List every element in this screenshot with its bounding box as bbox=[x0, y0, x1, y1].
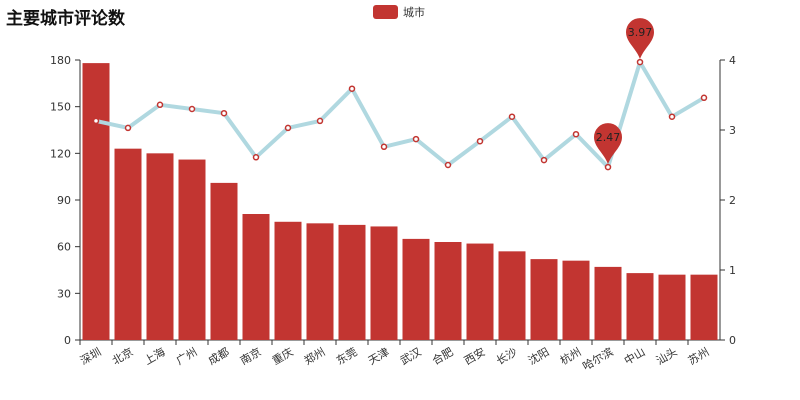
legend-label: 城市 bbox=[403, 5, 425, 19]
y-right-tick-label: 3 bbox=[729, 124, 736, 137]
x-tick-label: 成都 bbox=[206, 345, 232, 367]
x-tick-label: 上海 bbox=[141, 344, 167, 367]
line-point bbox=[220, 109, 228, 117]
bar bbox=[530, 259, 558, 340]
y-right-tick-label: 1 bbox=[729, 264, 736, 277]
bar bbox=[82, 63, 110, 340]
x-tick-label: 汕头 bbox=[654, 345, 680, 367]
line-point bbox=[444, 161, 452, 169]
bar bbox=[274, 221, 302, 340]
line-point bbox=[188, 105, 196, 113]
y-left-tick-label: 0 bbox=[64, 334, 71, 347]
x-tick-label: 东莞 bbox=[334, 345, 360, 367]
line-point bbox=[124, 124, 132, 132]
bar bbox=[434, 242, 462, 340]
bar bbox=[562, 260, 590, 340]
x-tick-label: 沈阳 bbox=[525, 344, 551, 367]
mark-pin-label: 3.97 bbox=[628, 26, 653, 39]
line-point bbox=[508, 113, 516, 120]
mark-pin bbox=[626, 18, 654, 60]
x-tick-label: 杭州 bbox=[557, 344, 583, 367]
chart-title: 主要城市评论数 bbox=[6, 9, 125, 29]
y-left-tick-label: 180 bbox=[50, 54, 71, 67]
line-point bbox=[412, 135, 420, 143]
bar bbox=[306, 223, 334, 340]
x-tick-label: 郑州 bbox=[301, 344, 327, 367]
x-tick-label: 广州 bbox=[174, 345, 200, 367]
bar bbox=[466, 243, 494, 340]
x-tick-label: 合肥 bbox=[429, 344, 455, 367]
line-series bbox=[95, 60, 706, 170]
bar bbox=[498, 251, 526, 340]
x-tick-label: 武汉 bbox=[398, 345, 424, 367]
y-left-tick-label: 120 bbox=[50, 147, 71, 160]
y-left-tick-label: 30 bbox=[57, 287, 71, 300]
bar bbox=[658, 274, 686, 340]
line-point bbox=[316, 117, 324, 125]
x-tick-label: 中山 bbox=[622, 345, 648, 367]
y-left-tick-label: 60 bbox=[57, 241, 71, 254]
x-tick-label: 重庆 bbox=[269, 344, 295, 367]
bar bbox=[210, 182, 238, 340]
line-point bbox=[284, 124, 292, 132]
x-tick-label: 天津 bbox=[366, 345, 392, 367]
bar bbox=[402, 238, 430, 340]
bar bbox=[690, 274, 718, 340]
x-tick-label: 南京 bbox=[237, 344, 263, 367]
x-tick-label: 北京 bbox=[109, 344, 135, 367]
bar bbox=[370, 226, 398, 340]
bar bbox=[626, 273, 654, 340]
bar bbox=[242, 214, 270, 340]
bar bbox=[594, 266, 622, 340]
line-point bbox=[348, 85, 356, 92]
x-tick-label: 西安 bbox=[461, 344, 487, 367]
legend-swatch bbox=[373, 5, 398, 19]
line-point bbox=[572, 130, 580, 138]
line-point bbox=[604, 163, 612, 171]
y-left-tick-label: 90 bbox=[57, 194, 71, 207]
bar bbox=[114, 148, 142, 340]
line-point bbox=[92, 117, 100, 125]
line-point bbox=[252, 154, 260, 161]
y-right-tick-label: 4 bbox=[729, 54, 736, 67]
line-point bbox=[540, 156, 548, 164]
bar bbox=[146, 153, 174, 340]
x-tick-label: 长沙 bbox=[494, 345, 520, 367]
line-point bbox=[476, 137, 484, 145]
y-right-tick-label: 0 bbox=[729, 334, 736, 347]
line-point bbox=[700, 94, 708, 102]
line-point bbox=[668, 113, 676, 120]
y-right-tick-label: 2 bbox=[729, 194, 736, 207]
mark-pin-label: 2.47 bbox=[596, 131, 621, 144]
line-point bbox=[380, 143, 388, 151]
x-tick-label: 深圳 bbox=[78, 345, 104, 367]
x-tick-label: 哈尔滨 bbox=[580, 344, 616, 373]
x-tick-label: 苏州 bbox=[686, 345, 712, 367]
y-left-tick-label: 150 bbox=[50, 101, 71, 114]
mark-pin bbox=[594, 123, 622, 165]
line-point bbox=[156, 101, 164, 109]
bar bbox=[338, 224, 366, 340]
line-point bbox=[636, 58, 644, 66]
bar bbox=[178, 159, 206, 340]
